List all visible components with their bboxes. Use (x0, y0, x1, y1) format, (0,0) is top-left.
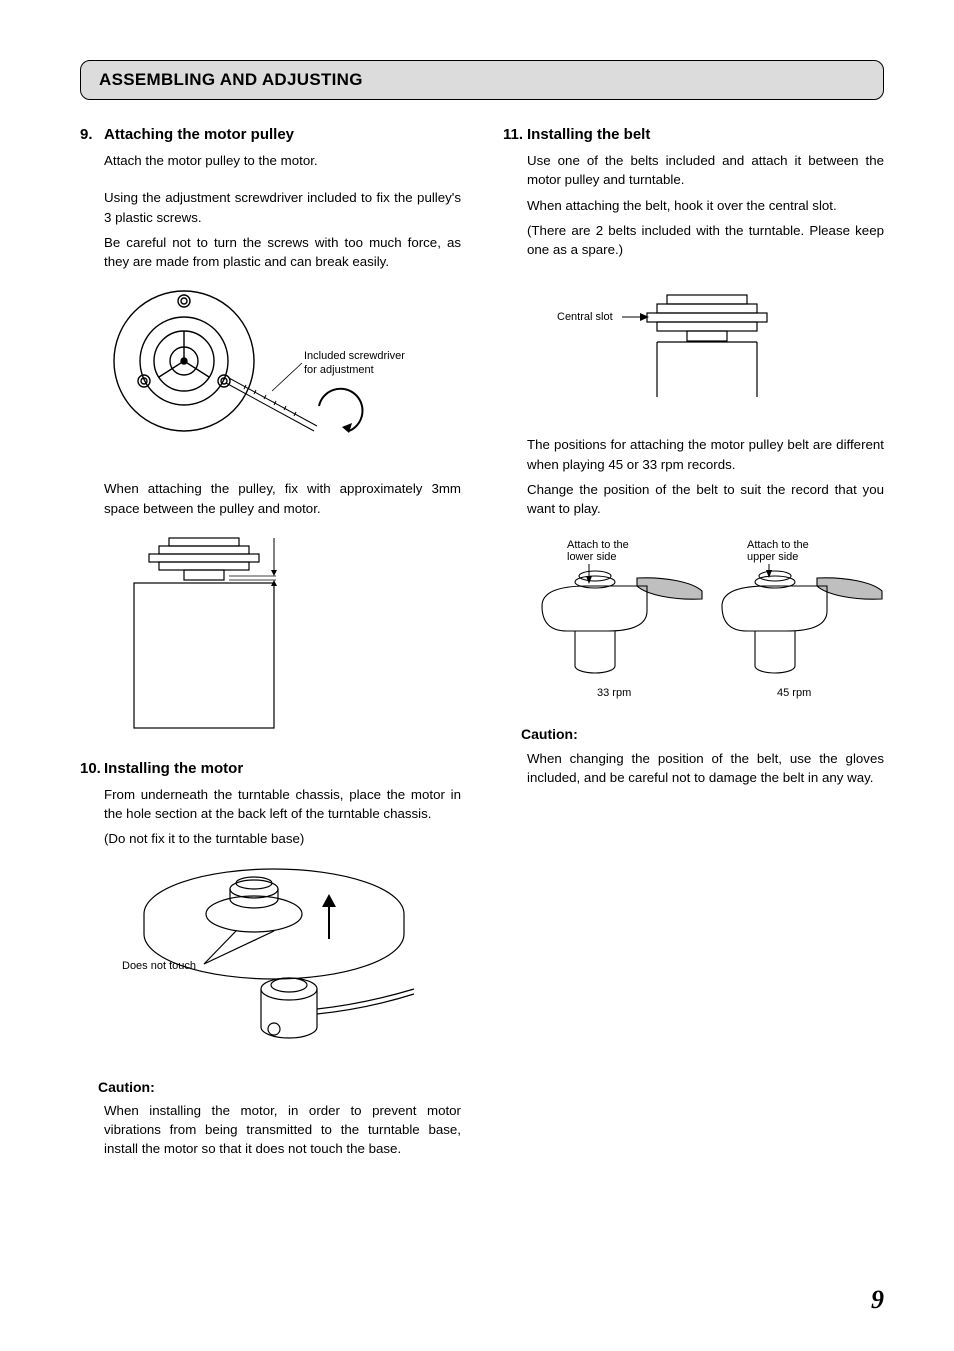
section-header: ASSEMBLING AND ADJUSTING (80, 60, 884, 100)
diagram-label: lower side (567, 551, 617, 563)
diagram-label: Central slot (557, 311, 613, 323)
step-title: Installing the motor (104, 760, 243, 777)
section-title: ASSEMBLING AND ADJUSTING (99, 70, 865, 90)
step-title: Attaching the motor pulley (104, 126, 294, 143)
caution-label: Caution: (98, 1077, 461, 1097)
left-column: 9. Attaching the motor pulley Attach the… (80, 126, 461, 1165)
right-column: 11. Installing the belt Use one of the b… (503, 126, 884, 1165)
diagram-label: upper side (747, 551, 798, 563)
diagram-label: 33 rpm (597, 687, 631, 699)
paragraph: (There are 2 belts included with the tur… (527, 221, 884, 260)
step-number: 9. (80, 126, 104, 143)
paragraph: When attaching the pulley, fix with appr… (104, 479, 461, 518)
diagram-label: for adjustment (304, 364, 374, 376)
paragraph: Be careful not to turn the screws with t… (104, 233, 461, 272)
paragraph: Using the adjustment screwdriver include… (104, 188, 461, 227)
caution-label: Caution: (521, 724, 884, 744)
pulley-sideview-diagram (104, 528, 461, 738)
paragraph: Change the position of the belt to suit … (527, 480, 884, 519)
step10-body: From underneath the turntable chassis, p… (80, 785, 461, 1159)
content-columns: 9. Attaching the motor pulley Attach the… (80, 126, 884, 1165)
step9-heading: 9. Attaching the motor pulley (80, 126, 461, 143)
diagram-label: Included screwdriver (304, 350, 405, 362)
step-number: 11. (503, 126, 527, 143)
diagram-label: Does not touch (122, 960, 196, 972)
motor-install-diagram: Does not touch (104, 859, 461, 1059)
step9-body: Attach the motor pulley to the motor. Us… (80, 151, 461, 738)
page-number: 9 (871, 1285, 884, 1315)
paragraph: When attaching the belt, hook it over th… (527, 196, 884, 215)
paragraph: Attach the motor pulley to the motor. (104, 151, 461, 170)
paragraph: From underneath the turntable chassis, p… (104, 785, 461, 824)
pulley-topview-diagram: Included screwdriver for adjustment (104, 281, 461, 461)
step-title: Installing the belt (527, 126, 650, 143)
step10-heading: 10. Installing the motor (80, 760, 461, 777)
paragraph: Use one of the belts included and attach… (527, 151, 884, 190)
step11-body: Use one of the belts included and attach… (503, 151, 884, 787)
paragraph: (Do not fix it to the turntable base) (104, 829, 461, 848)
diagram-label: Attach to the (747, 539, 809, 551)
step11-heading: 11. Installing the belt (503, 126, 884, 143)
diagram-label: Attach to the (567, 539, 629, 551)
caution-text: When changing the position of the belt, … (527, 749, 884, 788)
diagram-label: 45 rpm (777, 687, 811, 699)
central-slot-diagram: Central slot (527, 287, 884, 407)
paragraph: The positions for attaching the motor pu… (527, 435, 884, 474)
rpm-position-diagram: Attach to the lower side (527, 536, 884, 706)
step-number: 10. (80, 760, 104, 777)
caution-text: When installing the motor, in order to p… (104, 1101, 461, 1159)
